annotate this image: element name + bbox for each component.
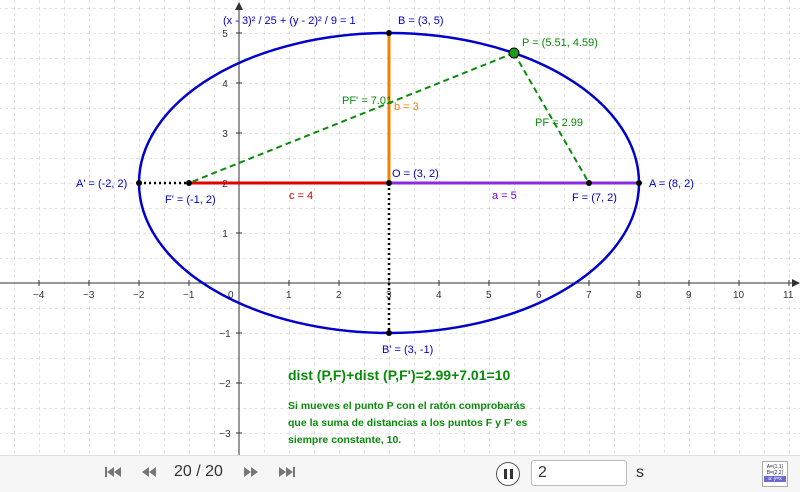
x-axis-arrow-icon xyxy=(792,279,800,287)
x-tick-label: −2 xyxy=(133,290,145,301)
x-tick-label: 4 xyxy=(436,290,442,301)
point-b-prime-label: B' = (3, -1) xyxy=(382,344,433,356)
x-tick-label: 8 xyxy=(636,290,642,301)
explanation-line-1: Si mueves el punto P con el ratón compro… xyxy=(288,400,525,412)
rewind-icon xyxy=(142,467,156,477)
x-tick-label: −3 xyxy=(83,290,95,301)
y-tick-label: −2 xyxy=(219,379,231,390)
explanation-line-2: que la suma de distancias a los puntos F… xyxy=(288,417,528,429)
pause-button[interactable] xyxy=(496,462,520,486)
point-o[interactable] xyxy=(386,180,392,186)
algebra-icon-line-2: B=(2,2) xyxy=(766,470,784,476)
point-a[interactable] xyxy=(636,180,642,186)
x-tick-label: −4 xyxy=(33,290,45,301)
y-tick-label: −3 xyxy=(219,429,231,440)
distance-sum-text: dist (P,F)+dist (P,F')=2.99+7.01=10 xyxy=(288,367,510,383)
x-tick-label: 10 xyxy=(733,290,745,301)
point-a-prime-label: A' = (-2, 2) xyxy=(76,178,127,190)
algebra-icon-line-3: a: y=x xyxy=(764,476,786,482)
point-p-label: P = (5.51, 4.59) xyxy=(522,37,598,49)
point-f-label: F = (7, 2) xyxy=(572,192,617,204)
ellipse-equation-label: (x - 3)² / 25 + (y - 2)² / 9 = 1 xyxy=(223,15,356,27)
speed-input[interactable]: 2 xyxy=(531,460,627,486)
pf-prime-label: PF' = 7.01 xyxy=(342,95,392,107)
pause-icon xyxy=(504,469,507,479)
x-tick-label: 9 xyxy=(686,290,692,301)
x-tick-label: 1 xyxy=(286,290,292,301)
x-tick-label: 7 xyxy=(586,290,592,301)
point-a-prime[interactable] xyxy=(136,180,142,186)
point-f-prime-label: F' = (-1, 2) xyxy=(165,194,216,206)
x-tick-label: −1 xyxy=(183,290,195,301)
step-counter: 20 / 20 xyxy=(174,463,223,480)
skip-to-end-icon xyxy=(279,467,295,477)
point-f-prime[interactable] xyxy=(186,180,192,186)
point-b-prime[interactable] xyxy=(386,330,392,336)
pf-label: PF = 2.99 xyxy=(535,117,583,129)
y-tick-label: 5 xyxy=(222,29,228,40)
previous-step-button[interactable] xyxy=(140,465,158,479)
algebra-view-button[interactable]: A=(1,1) B=(2,2) a: y=x xyxy=(762,461,788,487)
y-axis-arrow-icon xyxy=(235,2,243,10)
grid xyxy=(0,0,800,455)
speed-unit-label: s xyxy=(636,464,644,481)
x-tick-label: 11 xyxy=(783,290,794,301)
c-label: c = 4 xyxy=(289,190,313,202)
point-o-label: O = (3, 2) xyxy=(392,168,439,180)
y-tick-label: −1 xyxy=(219,329,231,340)
skip-to-start-icon xyxy=(105,467,121,477)
first-step-button[interactable] xyxy=(104,465,122,479)
y-tick-label: 3 xyxy=(222,129,228,140)
point-p[interactable] xyxy=(508,47,520,59)
next-step-button[interactable] xyxy=(242,465,260,479)
point-b[interactable] xyxy=(386,30,392,36)
x-tick-label: 3 xyxy=(386,290,392,301)
fast-forward-icon xyxy=(244,467,258,477)
segment-pf-prime[interactable] xyxy=(188,52,515,184)
last-step-button[interactable] xyxy=(278,465,296,479)
x-axis-ticks: −4 −3 −2 −1 0 1 2 3 4 5 6 7 8 9 10 11 xyxy=(33,280,794,301)
construction-protocol-toolbar: 20 / 20 2 s A=(1,1) B=(2,2) a: y=x xyxy=(0,455,800,492)
graphics-view[interactable]: −4 −3 −2 −1 0 1 2 3 4 5 6 7 8 9 10 11 −3 −2 −1 1 2 3 4 5 (x - … xyxy=(0,0,800,455)
y-tick-label: 4 xyxy=(222,79,228,90)
point-b-label: B = (3, 5) xyxy=(398,15,444,27)
b-label: b = 3 xyxy=(394,101,419,113)
algebra-icon-line-1: A=(1,1) xyxy=(766,464,784,470)
a-label: a = 5 xyxy=(492,190,517,202)
point-a-label: A = (8, 2) xyxy=(649,178,694,190)
segment-pf[interactable] xyxy=(513,52,590,184)
x-tick-label: 0 xyxy=(228,290,234,301)
pause-icon-bar xyxy=(510,469,513,479)
point-f[interactable] xyxy=(586,180,592,186)
y-tick-label: 1 xyxy=(222,229,228,240)
explanation-line-3: siempre constante, 10. xyxy=(288,434,401,446)
x-tick-label: 5 xyxy=(486,290,492,301)
x-tick-label: 2 xyxy=(336,290,342,301)
x-tick-label: 6 xyxy=(536,290,542,301)
